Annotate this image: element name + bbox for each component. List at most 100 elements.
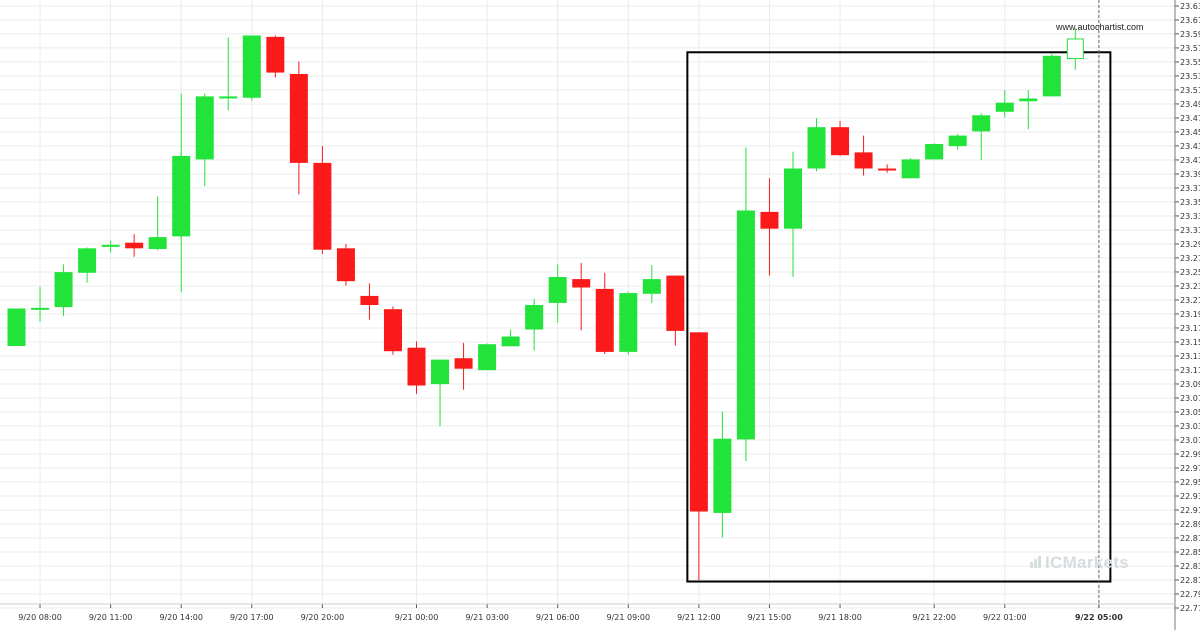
bars-icon <box>1030 553 1042 573</box>
candle <box>831 120 850 156</box>
candle-body <box>642 279 661 294</box>
y-tick-label: 23.3922 <box>1180 170 1200 179</box>
candle-body <box>172 155 191 237</box>
y-tick-label: 23.2322 <box>1180 282 1200 291</box>
candle-body <box>807 127 826 169</box>
candle <box>242 35 261 101</box>
candle <box>431 359 450 427</box>
candle-body <box>972 115 991 132</box>
candle-body <box>760 211 779 229</box>
y-tick-label: 23.4922 <box>1180 100 1200 109</box>
candle <box>783 151 802 278</box>
candle <box>713 411 732 538</box>
y-tick-label: 22.8722 <box>1180 534 1200 543</box>
candle-body <box>31 307 50 310</box>
y-tick-label: 23.5522 <box>1180 58 1200 67</box>
y-axis: 23.6321 23.6121 23.5922 23.5722 23.5522 23.53… <box>1174 0 1200 630</box>
candle-body <box>383 309 402 352</box>
y-tick-label: 23.1722 <box>1180 324 1200 333</box>
candle-body <box>289 73 308 163</box>
candle-body <box>901 159 920 179</box>
candle <box>548 264 567 323</box>
candle <box>760 178 779 276</box>
candle <box>807 118 826 172</box>
candle <box>666 275 685 346</box>
candle-body <box>7 308 26 346</box>
x-tick-label: 9/20 14:00 <box>159 613 203 622</box>
candle <box>1066 28 1084 70</box>
candle <box>7 308 26 346</box>
candle <box>689 332 708 581</box>
candle <box>289 61 308 195</box>
y-tick-label: 23.3322 <box>1180 212 1200 221</box>
y-tick-label: 22.8522 <box>1180 548 1200 557</box>
y-tick-label: 23.4122 <box>1180 156 1200 165</box>
y-tick-label: 23.3522 <box>1180 198 1200 207</box>
y-tick-label: 23.5122 <box>1180 86 1200 95</box>
candle <box>54 264 73 317</box>
candle <box>78 247 97 283</box>
candle-body <box>125 242 144 249</box>
candle <box>525 298 544 351</box>
candle <box>642 265 661 303</box>
candle <box>219 37 238 111</box>
candle <box>101 240 120 253</box>
candle-body <box>995 102 1014 112</box>
brand-name: ICMarkets <box>1045 553 1129 572</box>
candle-body <box>948 135 967 147</box>
y-tick-label: 23.3122 <box>1180 226 1200 235</box>
candle-body <box>266 36 285 73</box>
candle-body <box>242 35 261 98</box>
x-axis: 9/20 08:00 9/20 11:00 9/20 14:00 9/20 17:00… <box>0 603 1175 622</box>
y-tick-label: 23.0722 <box>1180 394 1200 403</box>
candle <box>336 244 355 286</box>
candle <box>854 135 873 176</box>
candle <box>995 90 1014 118</box>
candle <box>383 306 402 355</box>
candle <box>454 342 473 390</box>
candle-body <box>101 244 120 247</box>
x-tick-label: 9/21 09:00 <box>606 613 650 622</box>
candle-body <box>736 210 755 440</box>
x-tick-label: 9/21 06:00 <box>536 613 580 622</box>
candle-body <box>854 152 873 169</box>
candle <box>948 134 967 150</box>
candle <box>266 35 285 78</box>
candle-body <box>619 293 638 352</box>
pattern-box-layer <box>686 51 1112 583</box>
candle <box>478 343 497 371</box>
candle-body <box>572 279 591 288</box>
y-tick-label: 23.4522 <box>1180 128 1200 137</box>
x-tick-label: 9/20 17:00 <box>230 613 274 622</box>
candle <box>901 157 920 179</box>
x-tick-label: 9/22 05:00 <box>1075 613 1123 622</box>
y-tick-label: 22.9122 <box>1180 506 1200 515</box>
y-tick-label: 23.0122 <box>1180 436 1200 445</box>
candle-body <box>713 438 732 513</box>
candle-body <box>878 168 897 171</box>
y-tick-label: 23.1122 <box>1180 366 1200 375</box>
candle-body <box>548 277 567 303</box>
y-tick-label: 23.5722 <box>1180 44 1200 53</box>
x-tick-label: 9/21 03:00 <box>465 613 509 622</box>
candle <box>736 147 755 462</box>
candle <box>925 143 944 160</box>
pattern-box <box>686 51 1112 583</box>
candle-body <box>478 344 497 371</box>
x-tick-label: 9/21 22:00 <box>912 613 956 622</box>
y-tick-label: 23.3722 <box>1180 184 1200 193</box>
x-tick-label: 9/21 00:00 <box>395 613 439 622</box>
y-tick-label: 23.2722 <box>1180 254 1200 263</box>
x-tick-label: 9/20 08:00 <box>18 613 62 622</box>
watermark-text: www.autochartist.com <box>1056 22 1144 32</box>
candle-body <box>313 162 332 250</box>
y-tick-label: 22.9322 <box>1180 492 1200 501</box>
x-tick-label: 9/20 11:00 <box>89 613 133 622</box>
candle <box>619 291 638 355</box>
y-tick-label: 22.7922 <box>1180 590 1200 599</box>
y-tick-label: 23.6321 <box>1180 2 1200 11</box>
y-tick-label: 23.1522 <box>1180 338 1200 347</box>
candle-body <box>525 305 544 330</box>
